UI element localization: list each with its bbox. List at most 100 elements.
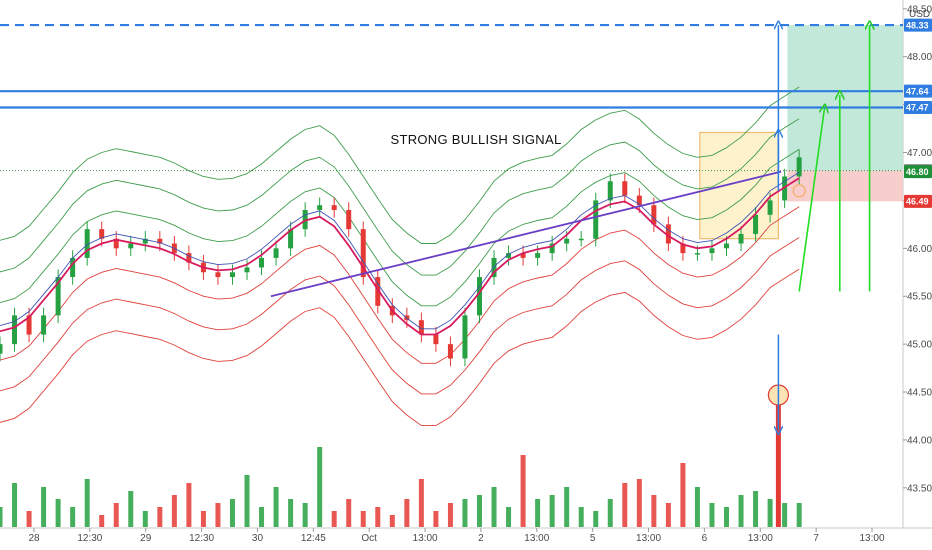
purple-trendline[interactable] (270, 170, 782, 298)
trendline[interactable] (270, 170, 782, 298)
volume-bar (622, 483, 628, 527)
candle-body (578, 238, 584, 241)
candle-body (346, 209, 352, 230)
volume-bar (360, 511, 366, 527)
candle-body (55, 277, 61, 316)
volume-bar (389, 515, 395, 527)
candle-body (128, 243, 134, 249)
upper-band-2 (0, 118, 800, 276)
time-tick-label: 30 (252, 533, 264, 544)
volume-bar (433, 511, 439, 527)
candle-body (607, 181, 613, 201)
time-tick-label: Oct (361, 533, 377, 544)
breakout-box (699, 131, 779, 240)
candle-body (433, 334, 439, 345)
candles (0, 149, 802, 367)
candle-body (113, 238, 119, 249)
price-tag-box (904, 18, 932, 32)
price-tag-label: 48.33 (906, 20, 929, 30)
candle-body (680, 243, 686, 254)
volume-bar (273, 487, 279, 527)
candle-body (99, 229, 105, 239)
green-arrow (798, 108, 824, 292)
price-tag-label: 46.49 (906, 197, 929, 207)
volume-bar (651, 495, 657, 527)
candle-body (476, 277, 482, 316)
volume-bar (636, 479, 642, 527)
volume-bar (142, 511, 148, 527)
lower-band-2 (0, 237, 800, 395)
volume-bar (782, 503, 788, 527)
price-axis[interactable]: 48.5048.0047.5047.0046.5046.0045.5045.00… (903, 4, 932, 494)
candle-body (84, 229, 90, 258)
price-tag-label: 47.47 (906, 103, 929, 113)
price-tick-label: 48.00 (907, 52, 932, 63)
stop-zone (787, 170, 903, 202)
candle-body (70, 257, 76, 278)
candle-body (142, 238, 148, 244)
price-tag-box (904, 194, 932, 208)
candle-body (317, 205, 323, 210)
time-tick-label: 29 (140, 533, 152, 544)
projection-arrows (778, 25, 869, 430)
volume-bar (680, 463, 686, 527)
volume-spike-bar (775, 403, 781, 527)
candle-body (535, 253, 541, 258)
candle-body (665, 224, 671, 244)
volume-bar (70, 507, 76, 527)
time-tick-label: 13:00 (413, 533, 438, 544)
volume-bar (796, 503, 802, 527)
volume-bar (724, 507, 730, 527)
target-zone (787, 25, 903, 171)
lower-band-1 (0, 206, 800, 364)
volume-bar (113, 503, 119, 527)
volume-bar (491, 487, 497, 527)
time-tick-label: 13:00 (636, 533, 661, 544)
volume-bar (302, 503, 308, 527)
volume-bar (447, 503, 453, 527)
price-tag-box (904, 84, 932, 98)
volume-bar (476, 495, 482, 527)
time-tick-label: 6 (702, 533, 708, 544)
price-tick-label: 44.00 (907, 435, 932, 446)
volume-bar (171, 495, 177, 527)
time-axis[interactable]: 28 12:30 29 12:30 30 12:45 Oct 13:00 2 13:00 5 13:0… (28, 528, 885, 544)
volume-bar (535, 499, 541, 527)
candle-body (331, 205, 337, 210)
price-tick-label: 45.00 (907, 340, 932, 351)
candle-body (0, 344, 3, 354)
volume-bar (244, 475, 250, 527)
volume-bar (215, 503, 221, 527)
candle-body (186, 253, 192, 263)
candle-body (651, 205, 657, 225)
candle-body (738, 233, 744, 244)
volume-bar (288, 499, 294, 527)
upper-band-1 (0, 86, 800, 244)
volume-bar (128, 491, 134, 527)
moving-averages (0, 171, 800, 336)
volume-bars (0, 384, 802, 527)
price-tick-label: 44.50 (907, 388, 932, 399)
time-tick-label: 2 (478, 533, 484, 544)
horizontal-levels[interactable] (0, 23, 903, 172)
volume-bar (462, 499, 468, 527)
candle-body (288, 229, 294, 249)
candle-body (375, 277, 381, 306)
candle-body (506, 253, 512, 258)
volume-bar (0, 507, 3, 527)
candle-body (12, 315, 18, 345)
price-tag-label: 47.64 (906, 86, 929, 96)
currency-label: USD (909, 9, 930, 20)
volume-bar (607, 499, 613, 527)
time-tick-label: 5 (590, 533, 596, 544)
time-tick-label: 13:00 (524, 533, 549, 544)
candle-body (418, 320, 424, 335)
volume-bar (41, 487, 47, 527)
candle-body (244, 267, 250, 273)
volume-bar (346, 499, 352, 527)
candle-body (796, 157, 802, 177)
last-bar-marker (792, 184, 806, 198)
volume-bar (331, 511, 337, 527)
volume-bar (317, 447, 323, 527)
